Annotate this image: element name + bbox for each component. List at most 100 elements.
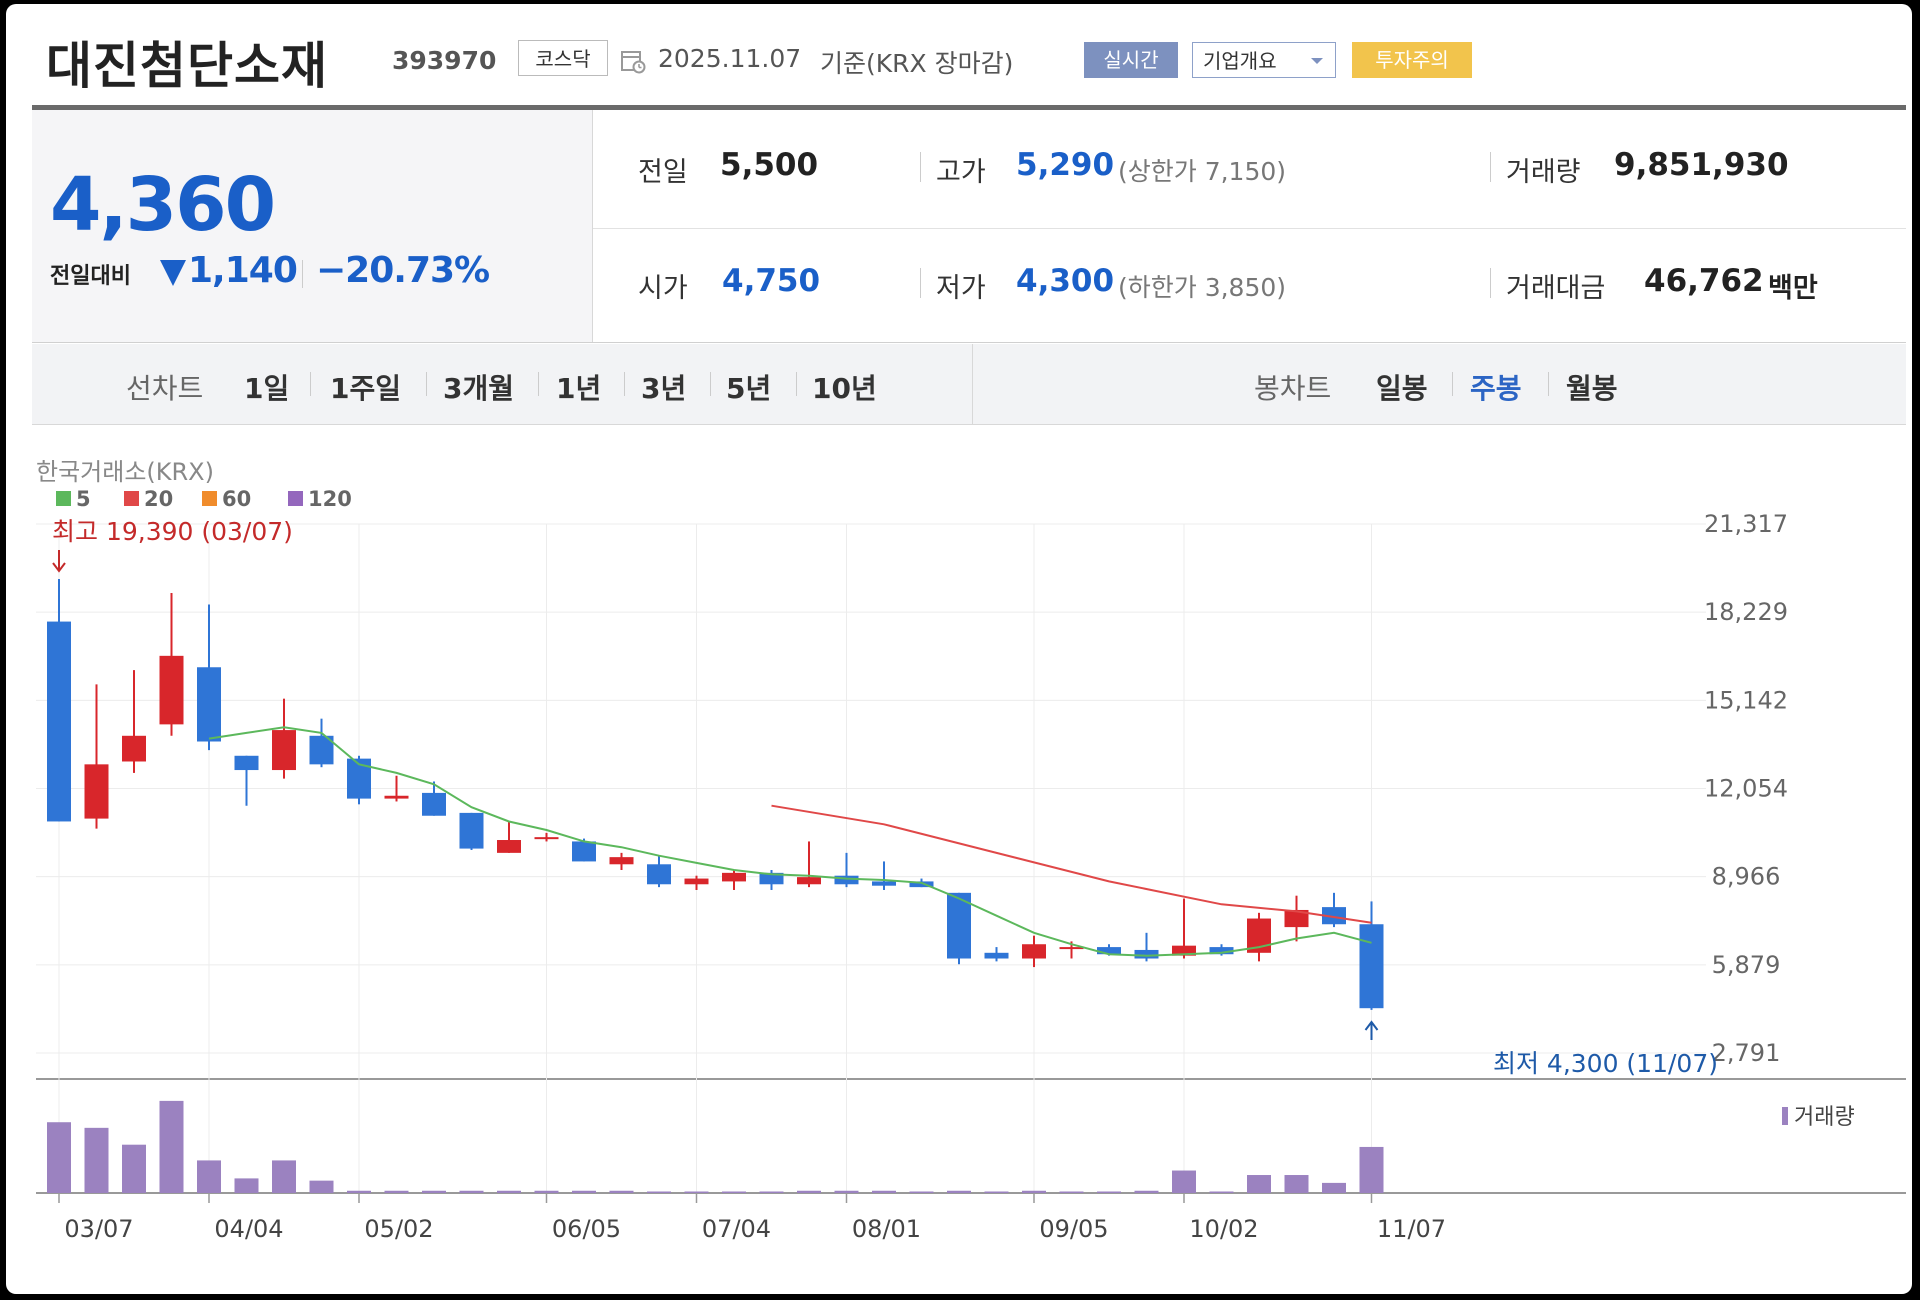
y-tick-label: 2,791 xyxy=(1712,1039,1781,1067)
candle-body xyxy=(197,667,221,742)
volume-bar xyxy=(497,1190,521,1193)
candle-body xyxy=(234,755,259,771)
period-divider xyxy=(1452,372,1453,396)
candle-period-option[interactable]: 주봉 xyxy=(1470,372,1522,405)
volume-bar xyxy=(1134,1190,1159,1193)
candle-chart-label: 봉차트 xyxy=(1254,372,1332,405)
quote-divider xyxy=(920,152,921,182)
x-tick-label: 05/02 xyxy=(364,1215,433,1243)
legend-swatch xyxy=(56,491,71,506)
source-label: 한국거래소(KRX) xyxy=(36,458,214,486)
candle-period-option[interactable]: 월봉 xyxy=(1566,372,1618,405)
volume-bar xyxy=(534,1190,559,1193)
candle-body xyxy=(1022,944,1046,959)
change-divider xyxy=(302,260,303,288)
x-tick-label: 09/05 xyxy=(1039,1215,1108,1243)
candle-body xyxy=(647,864,671,885)
current-price: 4,360 xyxy=(50,162,276,248)
candle-body xyxy=(947,892,971,959)
lower-limit-text: (하한가 3,850) xyxy=(1118,273,1287,302)
volume-bar xyxy=(984,1191,1009,1193)
period-bar-divider xyxy=(972,344,973,424)
base-date-note: 기준(KRX 장마감) xyxy=(820,49,1014,78)
x-tick-label: 08/01 xyxy=(852,1215,921,1243)
candle-body xyxy=(1359,924,1384,1009)
upper-limit-text: (상한가 7,150) xyxy=(1118,157,1287,186)
period-option[interactable]: 3년 xyxy=(641,372,687,405)
prev-close-value: 5,500 xyxy=(720,147,819,183)
period-divider xyxy=(796,372,797,396)
volume-bar xyxy=(572,1190,596,1193)
period-bar xyxy=(32,344,1906,425)
volume-bar xyxy=(84,1127,109,1193)
volume-bar xyxy=(1059,1191,1084,1193)
candle-body xyxy=(834,875,859,885)
period-option[interactable]: 1일 xyxy=(244,372,290,405)
volume-bar xyxy=(834,1190,859,1193)
candle-body xyxy=(1134,949,1159,959)
volume-label: 거래량 xyxy=(1506,157,1581,188)
open-value: 4,750 xyxy=(722,263,821,299)
candle-body xyxy=(1209,947,1234,955)
volume-bar xyxy=(909,1191,934,1193)
volume-bar xyxy=(872,1190,896,1193)
panel-divider xyxy=(32,342,1906,343)
legend-label: 5 xyxy=(76,487,91,511)
period-option[interactable]: 5년 xyxy=(726,372,772,405)
candle-body xyxy=(1097,947,1121,955)
open-label: 시가 xyxy=(638,273,688,304)
quote-divider xyxy=(920,268,921,298)
candle-body xyxy=(84,764,109,819)
volume-bar xyxy=(309,1180,334,1193)
x-tick-label: 04/04 xyxy=(214,1215,283,1243)
volume-bar xyxy=(422,1190,446,1193)
volume-bar xyxy=(759,1191,784,1193)
period-option[interactable]: 3개월 xyxy=(443,372,515,405)
volume-bar xyxy=(647,1191,671,1193)
volume-bar xyxy=(947,1190,971,1193)
price-panel xyxy=(32,110,593,343)
quote-divider xyxy=(1490,268,1491,298)
low-value: 4,300 xyxy=(1016,263,1115,299)
candle-body xyxy=(609,857,634,865)
low-label: 저가 xyxy=(936,273,986,304)
realtime-button[interactable]: 실시간 xyxy=(1084,42,1178,78)
change-label: 전일대비 xyxy=(50,264,131,289)
period-option[interactable]: 1주일 xyxy=(330,372,402,405)
period-option[interactable]: 10년 xyxy=(812,372,877,405)
legend-label: 120 xyxy=(308,487,352,511)
candle-body xyxy=(909,881,934,888)
company-overview-dropdown[interactable]: 기업개요 xyxy=(1192,42,1336,78)
y-tick-label: 21,317 xyxy=(1704,510,1788,538)
volume-bar xyxy=(609,1190,634,1193)
y-tick-label: 18,229 xyxy=(1704,598,1788,626)
candle-body xyxy=(797,877,821,885)
high-label: 고가 xyxy=(936,157,986,188)
period-divider xyxy=(426,372,427,396)
volume-bar xyxy=(159,1100,184,1193)
candle-body xyxy=(1322,907,1346,925)
volume-bar xyxy=(1284,1175,1309,1193)
caret-down-icon xyxy=(1311,58,1323,64)
volume-bar xyxy=(234,1178,259,1193)
volume-bar xyxy=(1172,1170,1196,1193)
candle-body xyxy=(572,841,596,862)
volume-bar xyxy=(122,1144,146,1193)
period-option[interactable]: 1년 xyxy=(556,372,602,405)
stock-chart: 21,317 18,229 15,142 12,054 8,966 5,879 2,791 0… xyxy=(36,458,1906,1243)
x-tick-label: 11/07 xyxy=(1377,1215,1446,1243)
candle-body xyxy=(722,872,746,882)
y-tick-label: 15,142 xyxy=(1704,686,1788,714)
volume-bar xyxy=(1247,1175,1271,1193)
y-tick-label: 8,966 xyxy=(1712,863,1781,891)
volume-bar xyxy=(272,1160,296,1193)
market-badge: 코스닥 xyxy=(518,40,608,76)
candle-period-option[interactable]: 일봉 xyxy=(1376,372,1428,405)
line-chart-label: 선차트 xyxy=(126,372,204,405)
period-divider xyxy=(310,372,311,396)
ma5-line xyxy=(208,726,1372,957)
period-divider xyxy=(1548,372,1549,396)
stock-code: 393970 xyxy=(392,46,497,75)
volume-bar xyxy=(197,1160,221,1193)
down-triangle-icon xyxy=(160,260,186,286)
